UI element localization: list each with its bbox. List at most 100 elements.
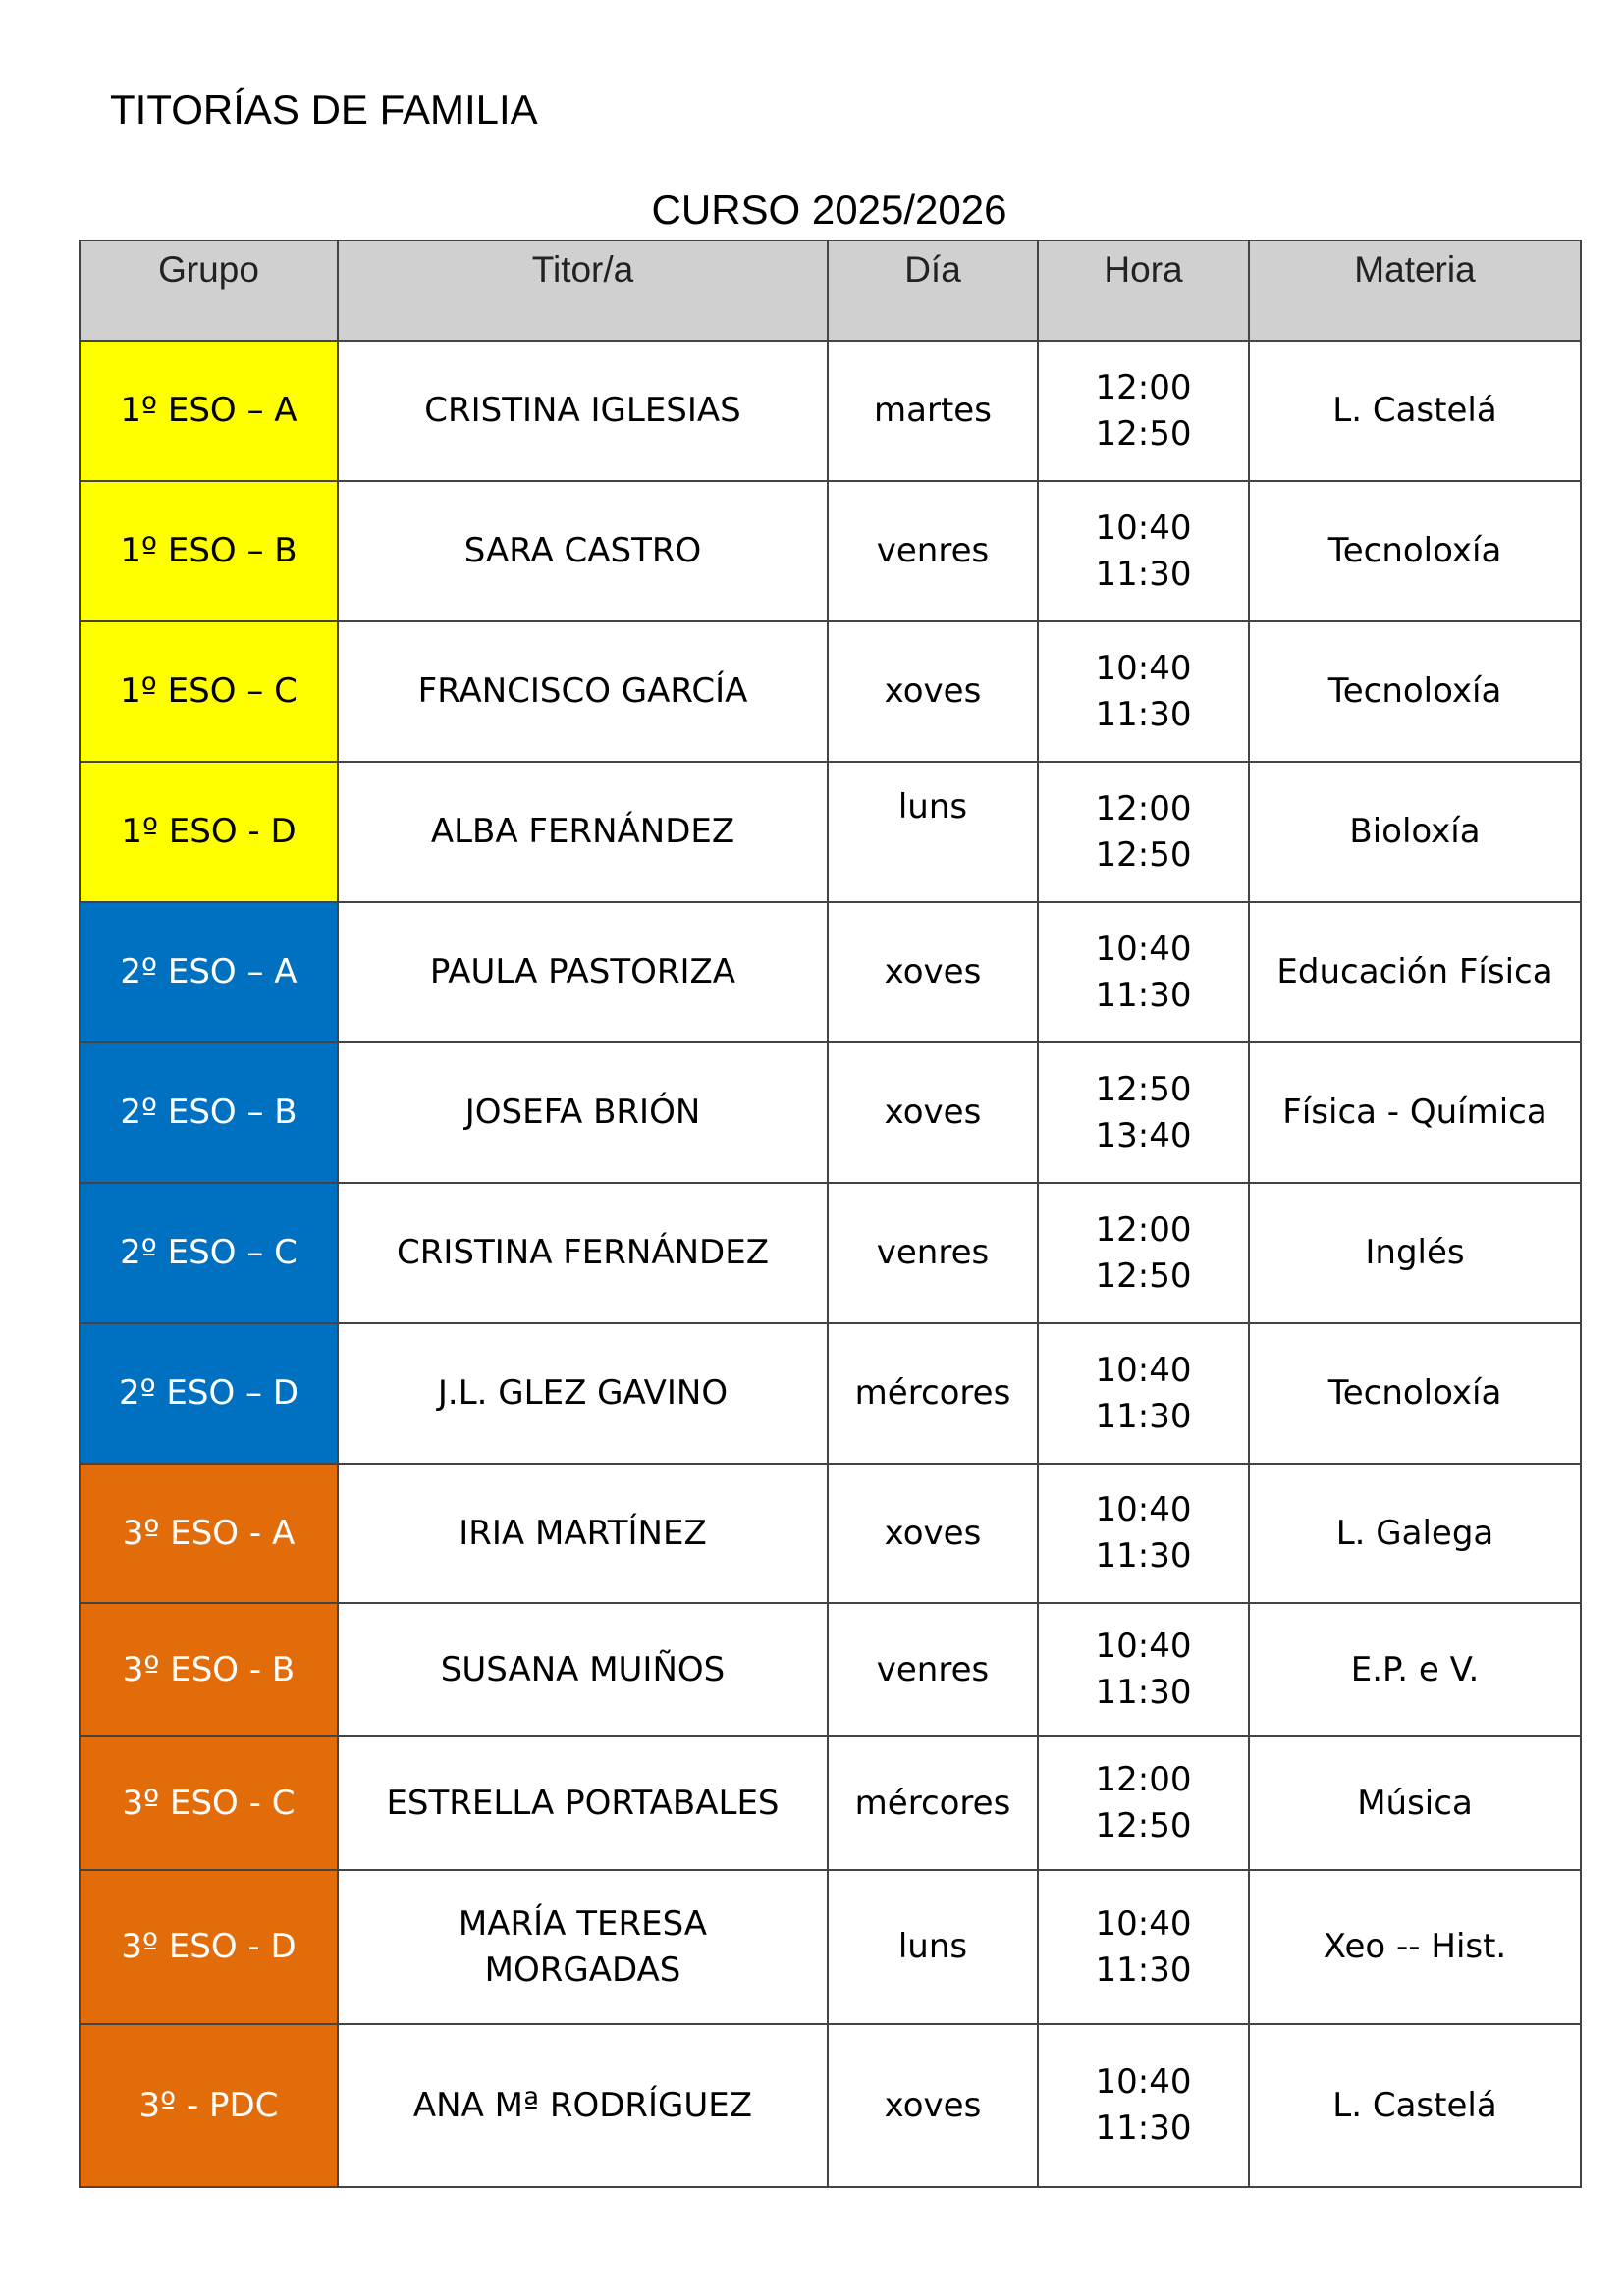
table-row: 3º ESO - B SUSANA MUIÑOS venres 10:40 11:30 E… bbox=[79, 1602, 1582, 1737]
cell-dia: xoves bbox=[827, 620, 1039, 763]
cell-grupo: 2º ESO – B bbox=[79, 1041, 339, 1184]
hora-fin: 12:50 bbox=[1095, 1806, 1192, 1845]
hora-inicio: 10:40 bbox=[1095, 929, 1192, 969]
cell-titor: MARÍA TERESA MORGADAS bbox=[337, 1869, 829, 2025]
cell-dia: mércores bbox=[827, 1735, 1039, 1871]
cell-titor: ESTRELLA PORTABALES bbox=[337, 1735, 829, 1871]
hora-fin: 11:30 bbox=[1095, 1949, 1192, 1990]
cell-titor: PAULA PASTORIZA bbox=[337, 901, 829, 1043]
header-titor: Titor/a bbox=[337, 240, 829, 342]
cell-hora: 10:40 11:30 bbox=[1037, 1322, 1250, 1465]
cell-dia: luns bbox=[827, 761, 1039, 903]
table-row: 3º ESO - A IRIA MARTÍNEZ xoves 10:40 11:30 L.… bbox=[79, 1463, 1582, 1604]
tutoring-table: Grupo Titor/a Día Hora Materia 1º ESO – … bbox=[79, 240, 1582, 2188]
cell-titor: IRIA MARTÍNEZ bbox=[337, 1463, 829, 1604]
hora-inicio: 10:40 bbox=[1095, 2062, 1192, 2103]
cell-grupo: 1º ESO – B bbox=[79, 480, 339, 622]
header-hora: Hora bbox=[1037, 240, 1250, 342]
cell-dia: martes bbox=[827, 340, 1039, 482]
cell-titor: FRANCISCO GARCÍA bbox=[337, 620, 829, 763]
cell-hora: 10:40 11:30 bbox=[1037, 901, 1250, 1043]
cell-materia: Inglés bbox=[1248, 1182, 1582, 1324]
hora-inicio: 10:40 bbox=[1095, 507, 1192, 548]
hora-inicio: 10:40 bbox=[1095, 648, 1192, 688]
hora-inicio: 12:00 bbox=[1095, 367, 1192, 407]
cell-hora: 10:40 11:30 bbox=[1037, 480, 1250, 622]
cell-dia: xoves bbox=[827, 2023, 1039, 2188]
cell-grupo: 2º ESO – A bbox=[79, 901, 339, 1043]
cell-grupo: 3º - PDC bbox=[79, 2023, 339, 2188]
cell-dia: luns bbox=[827, 1869, 1039, 2025]
cell-dia: venres bbox=[827, 1182, 1039, 1324]
cell-grupo: 3º ESO - D bbox=[79, 1869, 339, 2025]
table-row: 1º ESO - D ALBA FERNÁNDEZ luns 12:00 12:50 Bi… bbox=[79, 761, 1582, 903]
hora-fin: 11:30 bbox=[1095, 1396, 1192, 1436]
cell-materia: Música bbox=[1248, 1735, 1582, 1871]
hora-fin: 12:50 bbox=[1095, 834, 1192, 875]
hora-fin: 11:30 bbox=[1095, 2109, 1192, 2148]
hora-fin: 11:30 bbox=[1095, 1536, 1192, 1575]
hora-fin: 12:50 bbox=[1095, 1255, 1192, 1296]
cell-titor: SARA CASTRO bbox=[337, 480, 829, 622]
cell-materia: Bioloxía bbox=[1248, 761, 1582, 903]
cell-materia: Educación Física bbox=[1248, 901, 1582, 1043]
cell-materia: Tecnoloxía bbox=[1248, 480, 1582, 622]
cell-grupo: 1º ESO – A bbox=[79, 340, 339, 482]
cell-materia: Física - Química bbox=[1248, 1041, 1582, 1184]
cell-materia: Tecnoloxía bbox=[1248, 620, 1582, 763]
table-row: 1º ESO – A CRISTINA IGLESIAS martes 12:00 12… bbox=[79, 340, 1582, 482]
hora-inicio: 12:00 bbox=[1095, 788, 1192, 828]
cell-materia: L. Castelá bbox=[1248, 2023, 1582, 2188]
cell-grupo: 2º ESO – C bbox=[79, 1182, 339, 1324]
hora-inicio: 12:00 bbox=[1095, 1760, 1192, 1800]
cell-materia: Tecnoloxía bbox=[1248, 1322, 1582, 1465]
header-materia: Materia bbox=[1248, 240, 1582, 342]
cell-titor: ANA Mª RODRÍGUEZ bbox=[337, 2023, 829, 2188]
cell-titor: CRISTINA FERNÁNDEZ bbox=[337, 1182, 829, 1324]
hora-inicio: 10:40 bbox=[1095, 1627, 1192, 1667]
cell-hora: 10:40 11:30 bbox=[1037, 620, 1250, 763]
cell-titor: ALBA FERNÁNDEZ bbox=[337, 761, 829, 903]
cell-hora: 12:00 12:50 bbox=[1037, 340, 1250, 482]
hora-fin: 11:30 bbox=[1095, 554, 1192, 594]
course-subtitle: CURSO 2025/2026 bbox=[651, 187, 1007, 233]
cell-grupo: 1º ESO – C bbox=[79, 620, 339, 763]
cell-dia: xoves bbox=[827, 1041, 1039, 1184]
cell-grupo: 3º ESO - C bbox=[79, 1735, 339, 1871]
table-row: 3º ESO - C ESTRELLA PORTABALES mércores 12:… bbox=[79, 1735, 1582, 1871]
table-row: 1º ESO – B SARA CASTRO venres 10:40 11:30 Tec… bbox=[79, 480, 1582, 622]
cell-hora: 12:00 12:50 bbox=[1037, 761, 1250, 903]
cell-titor: CRISTINA IGLESIAS bbox=[337, 340, 829, 482]
cell-dia: xoves bbox=[827, 901, 1039, 1043]
table-row: 2º ESO – B JOSEFA BRIÓN xoves 12:50 13:40 Fís… bbox=[79, 1041, 1582, 1184]
hora-inicio: 10:40 bbox=[1095, 1903, 1192, 1944]
cell-titor: J.L. GLEZ GAVINO bbox=[337, 1322, 829, 1465]
cell-titor: SUSANA MUIÑOS bbox=[337, 1602, 829, 1737]
cell-hora: 10:40 11:30 bbox=[1037, 1869, 1250, 2025]
cell-hora: 12:50 13:40 bbox=[1037, 1041, 1250, 1184]
cell-grupo: 2º ESO – D bbox=[79, 1322, 339, 1465]
cell-hora: 10:40 11:30 bbox=[1037, 2023, 1250, 2188]
hora-fin: 13:40 bbox=[1095, 1115, 1192, 1155]
cell-grupo: 3º ESO - B bbox=[79, 1602, 339, 1737]
cell-hora: 10:40 11:30 bbox=[1037, 1463, 1250, 1604]
cell-hora: 12:00 12:50 bbox=[1037, 1735, 1250, 1871]
page-title: TITORÍAS DE FAMILIA bbox=[110, 86, 538, 133]
cell-titor: JOSEFA BRIÓN bbox=[337, 1041, 829, 1184]
cell-hora: 10:40 11:30 bbox=[1037, 1602, 1250, 1737]
hora-fin: 12:50 bbox=[1095, 413, 1192, 454]
table-row: 3º ESO - D MARÍA TERESA MORGADAS luns 10:40… bbox=[79, 1869, 1582, 2025]
table-row: 1º ESO – C FRANCISCO GARCÍA xoves 10:40 11:3… bbox=[79, 620, 1582, 763]
cell-grupo: 1º ESO - D bbox=[79, 761, 339, 903]
cell-dia: venres bbox=[827, 1602, 1039, 1737]
cell-materia: E.P. e V. bbox=[1248, 1602, 1582, 1737]
hora-inicio: 12:00 bbox=[1095, 1209, 1192, 1250]
hora-inicio: 12:50 bbox=[1095, 1069, 1192, 1109]
cell-materia: L. Castelá bbox=[1248, 340, 1582, 482]
header-grupo: Grupo bbox=[79, 240, 339, 342]
cell-dia: venres bbox=[827, 480, 1039, 622]
hora-fin: 11:30 bbox=[1095, 1673, 1192, 1712]
table-row: 3º - PDC ANA Mª RODRÍGUEZ xoves 10:40 11:30 L… bbox=[79, 2023, 1582, 2188]
cell-dia: xoves bbox=[827, 1463, 1039, 1604]
hora-inicio: 10:40 bbox=[1095, 1350, 1192, 1390]
